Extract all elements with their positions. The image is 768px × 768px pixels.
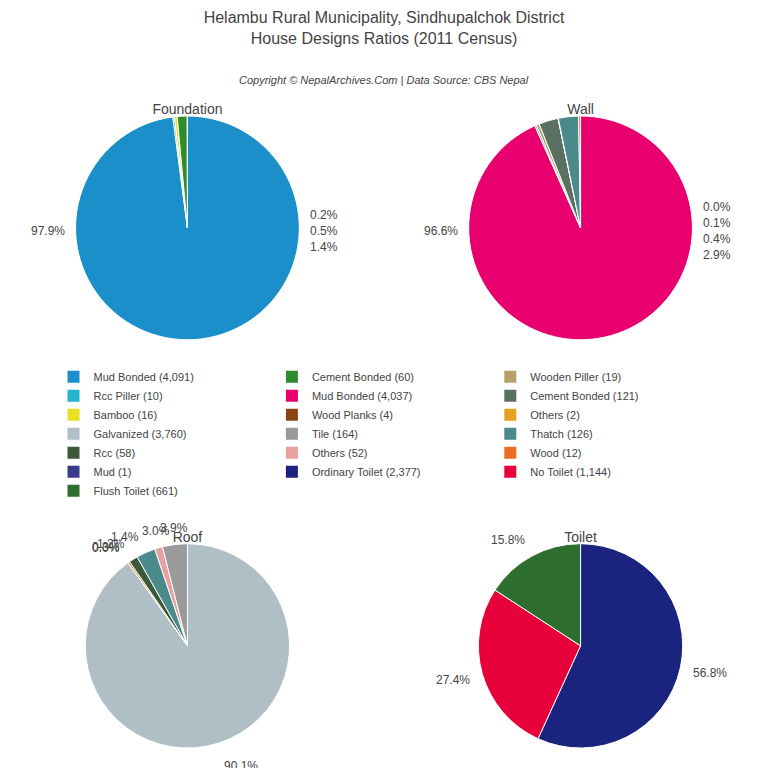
svg-text:56.8%: 56.8% [693, 666, 727, 680]
svg-text:Mud (1): Mud (1) [94, 466, 132, 478]
svg-text:Mud Bonded (4,091): Mud Bonded (4,091) [94, 371, 194, 383]
svg-text:Toilet: Toilet [564, 529, 597, 545]
svg-text:15.8%: 15.8% [491, 533, 525, 547]
svg-text:Copyright © NepalArchives.Com: Copyright © NepalArchives.Com | Data Sou… [239, 74, 529, 86]
svg-text:0.1%: 0.1% [703, 216, 731, 230]
svg-text:Flush Toilet (661): Flush Toilet (661) [94, 485, 178, 497]
svg-text:3.9%: 3.9% [160, 521, 188, 535]
svg-text:0.2%: 0.2% [310, 208, 338, 222]
svg-text:1.4%: 1.4% [111, 530, 139, 544]
svg-text:Others (52): Others (52) [312, 447, 368, 459]
svg-text:Wood (12): Wood (12) [530, 447, 581, 459]
svg-text:3.0%: 3.0% [142, 524, 170, 538]
svg-text:Others (2): Others (2) [530, 409, 580, 421]
svg-text:97.9%: 97.9% [31, 224, 65, 238]
svg-text:Helambu Rural Municipality, Si: Helambu Rural Municipality, Sindhupalcho… [204, 9, 565, 47]
svg-text:Rcc (58): Rcc (58) [94, 447, 136, 459]
svg-text:Cement Bonded (60): Cement Bonded (60) [312, 371, 414, 383]
svg-text:Galvanized (3,760): Galvanized (3,760) [94, 428, 187, 440]
svg-text:Thatch (126): Thatch (126) [530, 428, 592, 440]
svg-text:Cement Bonded (121): Cement Bonded (121) [530, 390, 638, 402]
svg-text:Mud Bonded (4,037): Mud Bonded (4,037) [312, 390, 412, 402]
svg-text:Wood Planks (4): Wood Planks (4) [312, 409, 393, 421]
svg-text:0.3%: 0.3% [92, 540, 120, 554]
svg-text:Bamboo (16): Bamboo (16) [94, 409, 158, 421]
svg-text:Foundation: Foundation [152, 101, 222, 117]
svg-text:2.9%: 2.9% [703, 248, 731, 262]
svg-text:No Toilet (1,144): No Toilet (1,144) [530, 466, 611, 478]
svg-text:0.4%: 0.4% [703, 232, 731, 246]
svg-text:Roof: Roof [173, 529, 203, 545]
svg-text:0.5%: 0.5% [310, 224, 338, 238]
svg-text:0.0%: 0.0% [703, 200, 731, 214]
svg-text:27.4%: 27.4% [436, 673, 470, 687]
svg-text:96.6%: 96.6% [424, 224, 458, 238]
svg-text:Wall: Wall [567, 101, 594, 117]
svg-text:Ordinary Toilet (2,377): Ordinary Toilet (2,377) [312, 466, 421, 478]
svg-text:Rcc Piller (10): Rcc Piller (10) [94, 390, 163, 402]
svg-text:Wooden Piller (19): Wooden Piller (19) [530, 371, 621, 383]
svg-text:1.2%: 1.2% [97, 537, 125, 551]
svg-text:1.4%: 1.4% [310, 240, 338, 254]
svg-text:90.1%: 90.1% [224, 759, 258, 768]
svg-text:0.0%: 0.0% [92, 541, 120, 555]
svg-text:Tile (164): Tile (164) [312, 428, 358, 440]
